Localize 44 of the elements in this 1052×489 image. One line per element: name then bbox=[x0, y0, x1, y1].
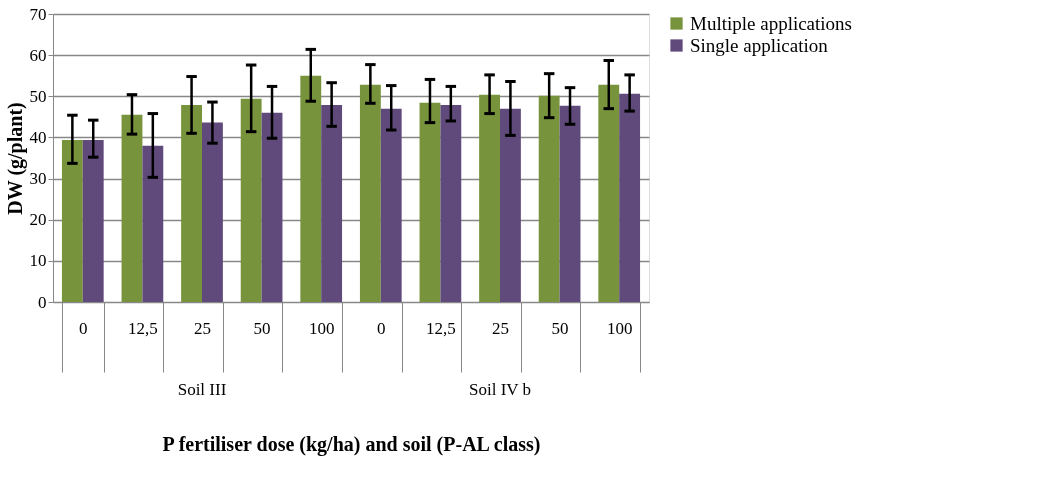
bar bbox=[82, 139, 104, 302]
bar bbox=[359, 84, 381, 302]
y-tick-label: 60 bbox=[29, 45, 47, 65]
x-tick-label: 12,5 bbox=[426, 318, 456, 338]
bar bbox=[202, 122, 223, 302]
y-axis-title: DW (g/plant) bbox=[3, 102, 27, 215]
legend-label: Multiple applications bbox=[690, 12, 853, 34]
x-tick-label: 100 bbox=[308, 318, 335, 338]
x-tick-label: 12,5 bbox=[128, 318, 158, 338]
bar bbox=[142, 145, 164, 302]
bar bbox=[121, 114, 143, 302]
bar bbox=[598, 84, 620, 302]
bar bbox=[559, 105, 581, 302]
text: Soil IV b bbox=[468, 380, 532, 399]
x-axis-title: P fertiliser dose (kg/ha) and soil (P-AL class) bbox=[162, 433, 541, 456]
y-tick-label: 30 bbox=[29, 169, 47, 189]
bar bbox=[419, 102, 441, 302]
text: Soil III bbox=[177, 380, 227, 399]
bar bbox=[619, 93, 641, 302]
bar bbox=[380, 108, 402, 302]
x-tick-label: 0 bbox=[79, 318, 88, 338]
bar bbox=[261, 112, 283, 302]
bar bbox=[61, 139, 83, 302]
y-tick-label: 20 bbox=[29, 210, 47, 230]
y-tick-label: 50 bbox=[29, 86, 47, 106]
y-tick-label: 70 bbox=[29, 4, 47, 24]
bar bbox=[300, 75, 322, 302]
y-tick-label: 0 bbox=[38, 292, 47, 312]
legend-label: Single application bbox=[690, 34, 829, 56]
x-tick-label: 100 bbox=[606, 318, 633, 338]
x-tick-label: 0 bbox=[377, 318, 386, 338]
bar bbox=[500, 108, 521, 302]
y-tick-label: 10 bbox=[29, 251, 47, 271]
x-tick-label: 25 bbox=[194, 318, 211, 338]
x-tick-label: 50 bbox=[253, 318, 271, 338]
x-tick-label: 50 bbox=[551, 318, 569, 338]
y-tick-label: 40 bbox=[29, 127, 47, 147]
bar bbox=[240, 98, 262, 302]
bar bbox=[479, 94, 500, 302]
bar bbox=[538, 95, 560, 302]
bar bbox=[440, 104, 462, 302]
bar bbox=[321, 104, 343, 302]
bar bbox=[181, 104, 202, 302]
x-tick-label: 25 bbox=[492, 318, 509, 338]
